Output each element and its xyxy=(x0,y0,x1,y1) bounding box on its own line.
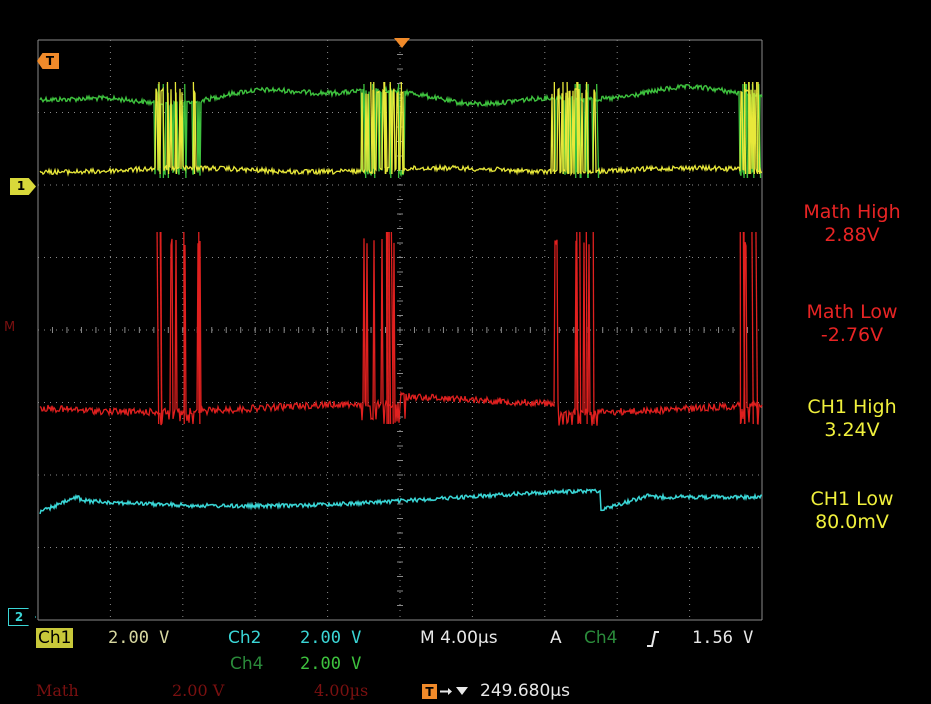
trigger-position-icon: T xyxy=(422,684,468,699)
trigger-level[interactable]: 1.56 V xyxy=(692,628,754,648)
ch1-burst-edge xyxy=(174,81,178,175)
ch1-burst-edge xyxy=(166,81,170,175)
ch4-burst-edge xyxy=(758,83,762,179)
ch1-burst-edge xyxy=(585,81,589,175)
math-burst-edge xyxy=(388,231,392,425)
ch2-trace xyxy=(39,487,762,515)
trigger-position-marker-icon xyxy=(394,38,410,48)
ch4-label[interactable]: Ch4 xyxy=(230,654,264,674)
ch1-burst-edge xyxy=(373,81,376,175)
ch1-burst-edge xyxy=(158,81,161,175)
math-burst-edge xyxy=(390,231,394,425)
ch4-burst-edge xyxy=(745,83,749,179)
math-burst-edge xyxy=(742,231,746,425)
measurement-ch1-high: CH1 High 3.24V xyxy=(772,396,931,442)
trigger-mode[interactable]: A xyxy=(550,628,562,648)
ch1-burst-edge xyxy=(566,81,570,175)
ch4-burst-edge xyxy=(596,83,600,179)
measurement-value: 2.88V xyxy=(824,224,880,246)
ch4-scale: 2.00 V xyxy=(300,654,362,674)
measurement-value: 3.24V xyxy=(824,419,880,441)
trigger-source[interactable]: Ch4 xyxy=(584,628,618,648)
ch1-burst-edge xyxy=(743,81,747,175)
ch1-burst-edge xyxy=(400,81,404,175)
trigger-level-marker: T xyxy=(37,53,59,69)
rising-edge-icon xyxy=(647,631,659,647)
ch1-ground-marker: 1 xyxy=(10,178,36,195)
ch1-burst-edge xyxy=(757,81,761,175)
traces xyxy=(39,81,763,515)
math-burst-edge xyxy=(386,231,390,425)
measurement-label: CH1 Low xyxy=(810,488,894,510)
measurement-math-high: Math High 2.88V xyxy=(772,201,931,247)
svg-text:T: T xyxy=(425,685,434,699)
math-timebase: 4.00µs xyxy=(314,681,369,700)
math-burst-edge xyxy=(159,231,163,425)
ch1-burst-edge xyxy=(192,81,196,175)
measurement-value: -2.76V xyxy=(820,324,884,346)
ch1-burst-edge xyxy=(389,81,393,175)
timebase[interactable]: M 4.00µs xyxy=(420,628,498,648)
ch1-burst-edge xyxy=(752,81,755,175)
ch2-scale: 2.00 V xyxy=(300,628,362,648)
ch1-label[interactable]: Ch1 xyxy=(36,628,74,648)
ch1-scale: 2.00 V xyxy=(108,628,170,648)
math-burst-edge xyxy=(579,231,582,425)
measurement-math-low: Math Low -2.76V xyxy=(772,301,931,347)
ch2-ground-marker: 2 xyxy=(8,608,36,626)
math-scale: 2.00 V xyxy=(172,681,225,700)
math-burst-edge xyxy=(755,231,759,425)
measurement-label: CH1 High xyxy=(807,396,897,418)
trigger-position[interactable]: 249.680µs xyxy=(480,681,570,701)
math-burst-edge xyxy=(576,231,579,425)
ch2-label[interactable]: Ch2 xyxy=(228,628,262,648)
math-burst-edge xyxy=(592,231,595,425)
math-burst-edge xyxy=(156,231,160,425)
ch1-burst-edge xyxy=(756,81,759,175)
math-ground-marker: M xyxy=(4,320,16,335)
ch1-burst-edge xyxy=(383,81,386,175)
ch4-burst-edge xyxy=(184,83,187,179)
math-burst-edge xyxy=(585,231,588,425)
measurement-value: 80.0mV xyxy=(815,511,889,533)
math-burst-edge xyxy=(751,231,754,425)
measurement-label: Math High xyxy=(803,201,901,223)
math-label[interactable]: Math xyxy=(36,681,79,700)
measurement-label: Math Low xyxy=(806,301,898,323)
math-burst-edge xyxy=(198,231,201,425)
measurement-ch1-low: CH1 Low 80.0mV xyxy=(772,488,931,534)
ch1-burst-edge xyxy=(370,81,373,175)
math-trace xyxy=(39,238,763,426)
